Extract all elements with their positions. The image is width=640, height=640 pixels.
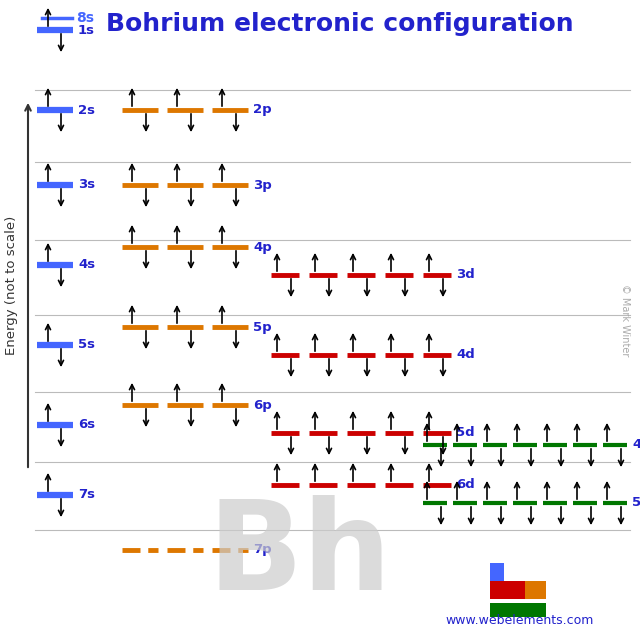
Text: www.webelements.com: www.webelements.com (446, 614, 594, 627)
Text: 4f: 4f (632, 438, 640, 451)
Text: 5s: 5s (78, 339, 95, 351)
Text: 7p: 7p (253, 543, 271, 557)
Bar (490, 581, 525, 599)
Text: 6p: 6p (253, 399, 272, 412)
Bar (525, 581, 546, 599)
Text: 5p: 5p (253, 321, 271, 333)
Text: 6s: 6s (78, 419, 95, 431)
Text: 3d: 3d (456, 269, 475, 282)
Text: 2p: 2p (253, 104, 271, 116)
Text: 2s: 2s (78, 104, 95, 116)
Text: 4d: 4d (456, 349, 475, 362)
Text: Bohrium electronic configuration: Bohrium electronic configuration (106, 12, 574, 36)
Text: 7s: 7s (78, 488, 95, 502)
Text: 3s: 3s (78, 179, 95, 191)
Text: 6d: 6d (456, 479, 475, 492)
Text: Energy (not to scale): Energy (not to scale) (6, 216, 19, 355)
Text: 8s: 8s (76, 11, 94, 25)
Text: Bh: Bh (208, 495, 392, 616)
Text: 5d: 5d (456, 426, 475, 440)
Text: 5f: 5f (632, 497, 640, 509)
Text: 1s: 1s (78, 24, 95, 36)
Text: 4s: 4s (78, 259, 95, 271)
Text: 4p: 4p (253, 241, 272, 253)
Bar (490, 603, 546, 617)
Bar (490, 563, 504, 581)
Text: © Mark Winter: © Mark Winter (620, 284, 630, 356)
Text: 3p: 3p (253, 179, 272, 191)
